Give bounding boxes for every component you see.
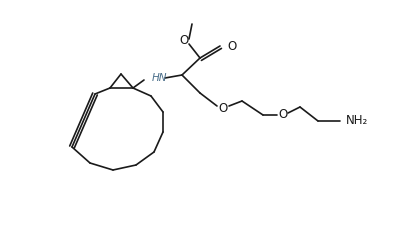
Text: O: O xyxy=(278,109,287,122)
Text: O: O xyxy=(227,40,236,52)
Text: O: O xyxy=(218,102,228,114)
Text: O: O xyxy=(179,33,189,47)
Text: NH₂: NH₂ xyxy=(346,114,368,128)
Text: HN: HN xyxy=(152,73,168,83)
